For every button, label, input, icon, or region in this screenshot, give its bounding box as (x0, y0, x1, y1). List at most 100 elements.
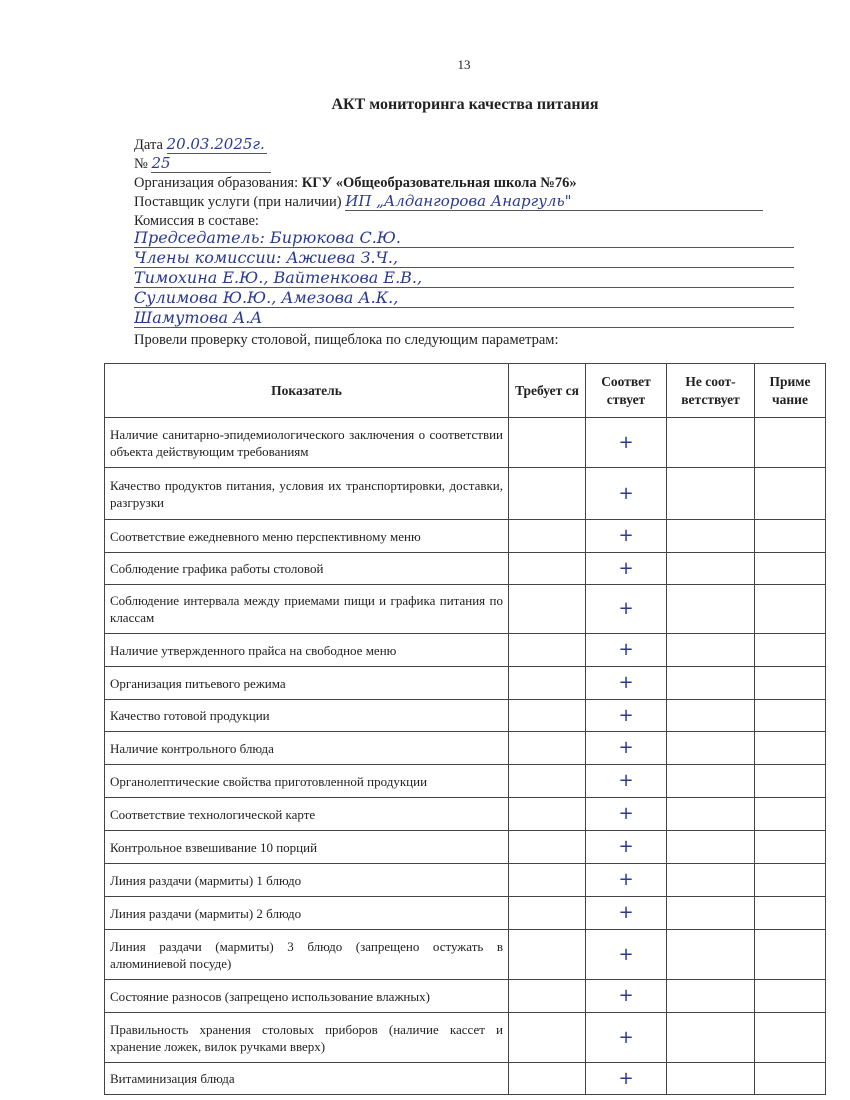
table-header-row: Показатель Требует ся Соответ ствует Не … (104, 363, 826, 418)
complies-cell: + (585, 797, 667, 831)
checkmark-plus: + (618, 672, 634, 693)
date-line: Дата 20.03.2025г. (134, 136, 267, 154)
header-not-complies: Не соот-ветствует (666, 363, 755, 418)
complies-cell: + (585, 731, 667, 765)
note-cell (754, 979, 826, 1013)
indicator-cell: Наличие санитарно-эпидемиологического за… (104, 417, 509, 468)
required-cell (508, 467, 586, 520)
table-row: Линия раздачи (мармиты) 2 блюдо + (104, 896, 826, 930)
indicator-cell: Контрольное взвешивание 10 порций (104, 830, 509, 864)
not-complies-cell (666, 979, 755, 1013)
required-cell (508, 979, 586, 1013)
not-complies-cell (666, 1062, 755, 1095)
indicator-cell: Наличие утвержденного прайса на свободно… (104, 633, 509, 667)
note-cell (754, 584, 826, 634)
not-complies-cell (666, 830, 755, 864)
table-row: Наличие контрольного блюда + (104, 731, 826, 765)
supplier-label: Поставщик услуги (при наличии) (134, 194, 342, 210)
required-cell (508, 699, 586, 732)
commission-line: Члены комиссии: Ажиева З.Ч., (134, 248, 794, 268)
required-cell (508, 519, 586, 553)
note-cell (754, 666, 826, 700)
table-row: Соблюдение интервала между приемами пищи… (104, 584, 826, 634)
required-cell (508, 896, 586, 930)
required-cell (508, 666, 586, 700)
note-cell (754, 417, 826, 468)
table-row: Соблюдение графика работы столовой + (104, 552, 826, 585)
commission-list: Председатель: Бирюкова С.Ю. Члены комисс… (134, 228, 794, 328)
table-row: Линия раздачи (мармиты) 3 блюдо (запреще… (104, 929, 826, 980)
checkmark-plus: + (618, 704, 634, 726)
header-note: Приме чание (754, 363, 826, 418)
not-complies-cell (666, 1012, 755, 1063)
complies-cell: + (585, 830, 667, 864)
not-complies-cell (666, 552, 755, 585)
note-cell (754, 1062, 826, 1095)
not-complies-cell (666, 467, 755, 520)
not-complies-cell (666, 633, 755, 667)
required-cell (508, 417, 586, 468)
table-row: Правильность хранения столовых приборов … (104, 1012, 826, 1063)
not-complies-cell (666, 699, 755, 732)
commission-line: Сулимова Ю.Ю., Амезова А.К., (134, 288, 794, 308)
header-required: Требует ся (508, 363, 586, 418)
indicator-cell: Качество готовой продукции (104, 699, 509, 732)
checkmark-plus: + (618, 902, 634, 923)
note-cell (754, 830, 826, 864)
note-cell (754, 699, 826, 732)
complies-cell: + (585, 584, 667, 634)
table-row: Качество продуктов питания, условия их т… (104, 467, 826, 520)
required-cell (508, 929, 586, 980)
not-complies-cell (666, 896, 755, 930)
note-cell (754, 467, 826, 520)
complies-cell: + (585, 467, 667, 520)
complies-cell: + (585, 863, 667, 897)
checkmark-plus: + (618, 869, 634, 890)
not-complies-cell (666, 666, 755, 700)
note-cell (754, 896, 826, 930)
commission-label: Комиссия в составе: (134, 213, 259, 229)
table-row: Состояние разносов (запрещено использова… (104, 979, 826, 1013)
commission-line: Шамутова А.А (134, 308, 794, 328)
document-title: АКТ мониторинга качества питания (331, 96, 599, 113)
not-complies-cell (666, 417, 755, 468)
note-cell (754, 797, 826, 831)
note-cell (754, 731, 826, 765)
complies-cell: + (585, 764, 667, 798)
table-row: Соответствие ежедневного меню перспектив… (104, 519, 826, 553)
required-cell (508, 797, 586, 831)
monitoring-table: Показатель Требует ся Соответ ствует Не … (104, 363, 826, 1095)
indicator-cell: Состояние разносов (запрещено использова… (104, 979, 509, 1013)
checkmark-plus: + (618, 431, 634, 453)
checkmark-plus: + (618, 803, 634, 824)
indicator-cell: Органолептические свойства приготовленно… (104, 764, 509, 798)
checkmark-plus: + (618, 770, 634, 791)
complies-cell: + (585, 929, 667, 980)
note-cell (754, 633, 826, 667)
not-complies-cell (666, 584, 755, 634)
number-label: № (134, 156, 148, 172)
checkmark-plus: + (618, 598, 634, 619)
complies-cell: + (585, 1012, 667, 1063)
checkmark-plus: + (618, 985, 634, 1006)
required-cell (508, 1012, 586, 1063)
indicator-cell: Организация питьевого режима (104, 666, 509, 700)
note-cell (754, 929, 826, 980)
table-row: Наличие санитарно-эпидемиологического за… (104, 417, 826, 468)
table-row: Витаминизация блюда + (104, 1062, 826, 1095)
supplier-value: ИП „Алдангорова Анаргуль" (345, 193, 764, 211)
date-value: 20.03.2025г. (166, 135, 267, 154)
commission-line: Председатель: Бирюкова С.Ю. (134, 228, 794, 248)
note-cell (754, 764, 826, 798)
checkmark-plus: + (618, 836, 634, 857)
table-row: Наличие утвержденного прайса на свободно… (104, 633, 826, 667)
header-complies: Соответ ствует (585, 363, 667, 418)
date-label: Дата (134, 137, 163, 153)
page-number: 13 (457, 57, 471, 72)
checkmark-plus: + (618, 1067, 634, 1089)
indicator-cell: Наличие контрольного блюда (104, 731, 509, 765)
complies-cell: + (585, 633, 667, 667)
table-row: Органолептические свойства приготовленно… (104, 764, 826, 798)
indicator-cell: Витаминизация блюда (104, 1062, 509, 1095)
